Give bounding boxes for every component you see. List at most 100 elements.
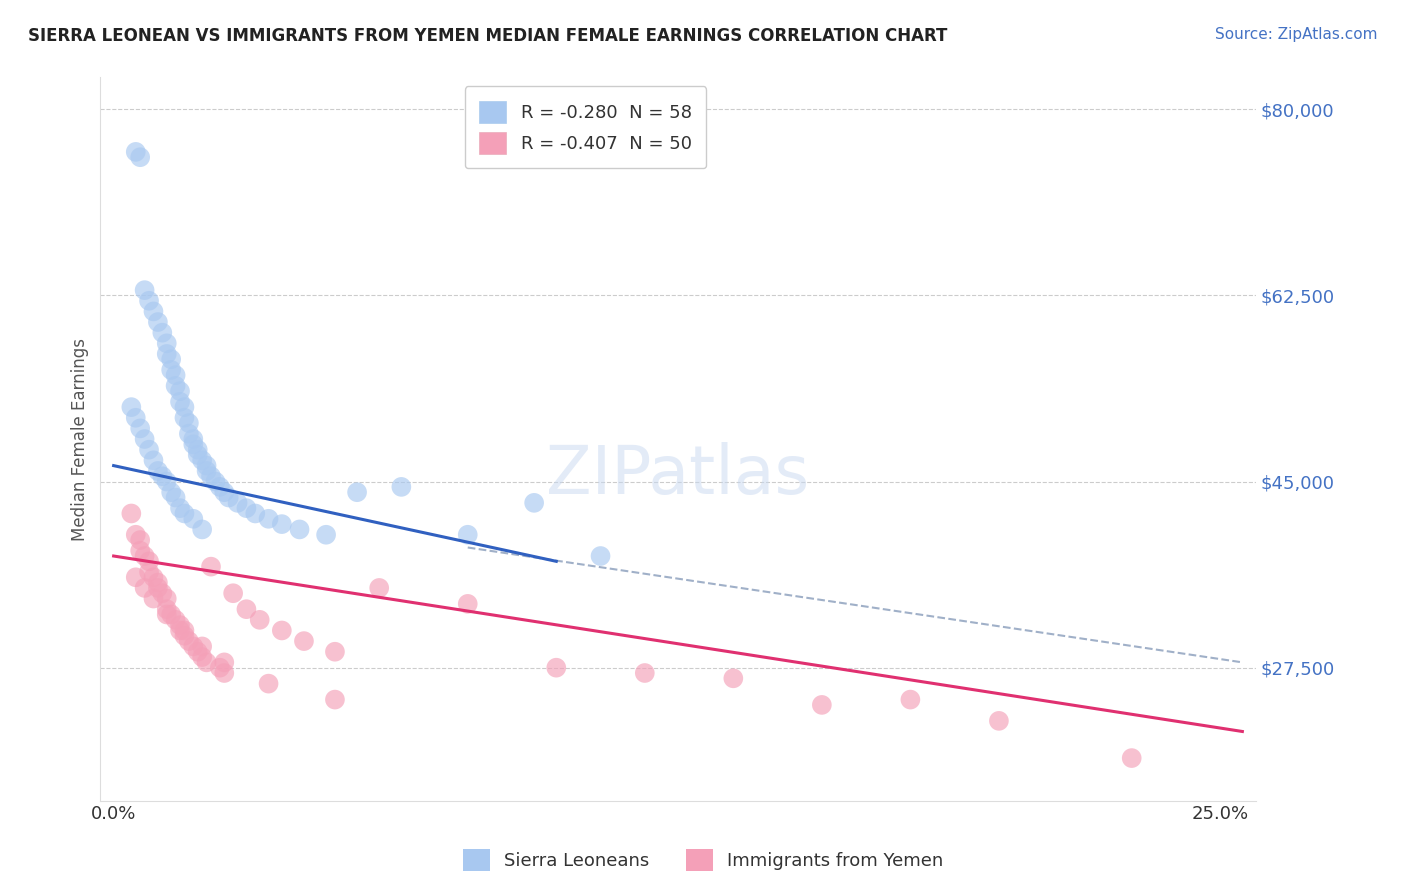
Point xyxy=(129,421,152,435)
Point xyxy=(900,692,922,706)
Point xyxy=(204,475,226,489)
Point xyxy=(146,575,169,590)
Point xyxy=(187,448,209,462)
Point xyxy=(156,607,179,622)
Point xyxy=(546,661,568,675)
Point xyxy=(292,634,315,648)
Point xyxy=(191,650,214,665)
Point xyxy=(156,347,179,361)
Point xyxy=(191,523,214,537)
Point xyxy=(200,559,222,574)
Point xyxy=(142,453,165,467)
Point xyxy=(323,645,346,659)
Point xyxy=(173,410,195,425)
Point xyxy=(156,602,179,616)
Point xyxy=(323,692,346,706)
Point xyxy=(138,293,160,308)
Point xyxy=(1121,751,1143,765)
Point xyxy=(156,475,179,489)
Point xyxy=(368,581,391,595)
Point xyxy=(177,634,200,648)
Point xyxy=(169,394,191,409)
Point xyxy=(191,453,214,467)
Point xyxy=(129,150,152,164)
Point xyxy=(177,426,200,441)
Text: SIERRA LEONEAN VS IMMIGRANTS FROM YEMEN MEDIAN FEMALE EARNINGS CORRELATION CHART: SIERRA LEONEAN VS IMMIGRANTS FROM YEMEN … xyxy=(28,27,948,45)
Point xyxy=(142,591,165,606)
Point xyxy=(187,645,209,659)
Point xyxy=(723,671,745,685)
Point xyxy=(120,400,142,414)
Point xyxy=(181,512,204,526)
Point xyxy=(125,410,148,425)
Point xyxy=(457,527,479,541)
Point xyxy=(160,607,183,622)
Point xyxy=(177,416,200,430)
Point xyxy=(270,624,292,638)
Point xyxy=(160,352,183,367)
Point xyxy=(160,363,183,377)
Point xyxy=(222,586,245,600)
Point xyxy=(134,283,156,297)
Point xyxy=(257,676,280,690)
Point xyxy=(187,442,209,457)
Point xyxy=(150,469,173,483)
Point xyxy=(134,549,156,563)
Point xyxy=(195,464,218,478)
Point xyxy=(288,523,311,537)
Point xyxy=(218,491,240,505)
Point xyxy=(173,507,195,521)
Point xyxy=(125,570,148,584)
Point xyxy=(589,549,612,563)
Point xyxy=(156,336,179,351)
Point xyxy=(195,656,218,670)
Point xyxy=(200,469,222,483)
Point xyxy=(208,480,231,494)
Point xyxy=(169,618,191,632)
Text: ZIPatlas: ZIPatlas xyxy=(547,442,810,508)
Point xyxy=(134,581,156,595)
Point xyxy=(257,512,280,526)
Point xyxy=(169,384,191,399)
Point xyxy=(129,533,152,547)
Point xyxy=(134,432,156,446)
Point xyxy=(129,543,152,558)
Point xyxy=(195,458,218,473)
Point xyxy=(214,656,236,670)
Point xyxy=(245,507,267,521)
Point xyxy=(146,464,169,478)
Point xyxy=(226,496,249,510)
Point xyxy=(181,432,204,446)
Point xyxy=(169,624,191,638)
Point xyxy=(987,714,1010,728)
Point xyxy=(125,145,148,159)
Y-axis label: Median Female Earnings: Median Female Earnings xyxy=(72,337,89,541)
Point xyxy=(181,640,204,654)
Point xyxy=(214,665,236,680)
Legend: Sierra Leoneans, Immigrants from Yemen: Sierra Leoneans, Immigrants from Yemen xyxy=(456,842,950,879)
Point xyxy=(634,665,657,680)
Point xyxy=(346,485,368,500)
Point xyxy=(165,368,187,383)
Point xyxy=(146,315,169,329)
Point xyxy=(315,527,337,541)
Point xyxy=(173,629,195,643)
Point xyxy=(173,400,195,414)
Point xyxy=(138,442,160,457)
Point xyxy=(150,586,173,600)
Point xyxy=(191,640,214,654)
Point xyxy=(120,507,142,521)
Point xyxy=(173,624,195,638)
Point xyxy=(457,597,479,611)
Point xyxy=(165,379,187,393)
Point xyxy=(138,554,160,568)
Point xyxy=(156,591,179,606)
Point xyxy=(125,527,148,541)
Point xyxy=(523,496,546,510)
Point xyxy=(235,501,257,516)
Point xyxy=(235,602,257,616)
Point xyxy=(138,565,160,579)
Point xyxy=(214,485,236,500)
Point xyxy=(169,501,191,516)
Point xyxy=(811,698,834,712)
